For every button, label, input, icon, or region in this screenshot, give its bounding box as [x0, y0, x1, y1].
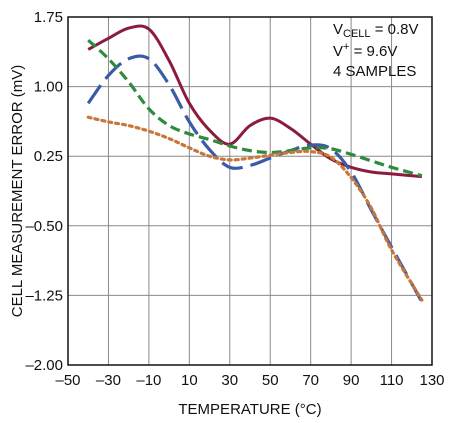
y-tick-labels: –2.00 –1.25 –0.50 0.25 1.00 1.75: [25, 9, 63, 374]
annotation-vplus: V+ = 9.6V: [333, 41, 397, 60]
annotation-vcell-rest: = 0.8V: [371, 21, 419, 38]
annotation-vcell: VCELL = 0.8V: [333, 21, 419, 40]
x-tick-labels: –50 –30 –10 10 30 50 70 90 110 130: [55, 372, 444, 389]
x-tick-label: 90: [343, 372, 360, 389]
annotation-samples: 4 SAMPLES: [333, 63, 416, 80]
series-long-dash-line: [86, 54, 424, 303]
y-tick-label: –0.50: [25, 218, 63, 235]
annotation-vplus-rest: = 9.6V: [349, 43, 397, 60]
x-tick-label: –30: [96, 372, 121, 389]
plot-frame: [67, 16, 433, 366]
y-tick-label: –1.25: [25, 287, 63, 304]
y-tick-label: –2.00: [25, 357, 63, 374]
x-tick-label: 30: [221, 372, 238, 389]
x-tick-label: 70: [302, 372, 319, 389]
y-tick-label: 1.00: [34, 79, 63, 96]
y-axis-title: CELL MEASUREMENT ERROR (mV): [9, 65, 26, 318]
series-layer: [86, 24, 424, 303]
x-tick-label: 110: [380, 372, 404, 389]
x-tick-label: 130: [419, 372, 444, 389]
annotation-vplus-sup: +: [343, 41, 349, 53]
x-tick-label: –50: [55, 372, 80, 389]
annotation: VCELL = 0.8V V+ = 9.6V 4 SAMPLES: [333, 21, 419, 80]
y-tick-label: 1.75: [34, 9, 63, 26]
annotation-vcell-sub: CELL: [343, 28, 371, 40]
x-tick-label: 10: [181, 372, 198, 389]
y-tick-label: 0.25: [34, 148, 63, 165]
x-axis-title: TEMPERATURE (°C): [178, 401, 321, 418]
annotation-vplus-main: V: [333, 43, 343, 60]
x-tick-label: –10: [136, 372, 161, 389]
annotation-vcell-main: V: [333, 21, 343, 38]
series-short-dash-line: [87, 39, 423, 178]
series-solid-line: [87, 24, 423, 179]
x-tick-label: 50: [262, 372, 279, 389]
series-dotted-line: [86, 115, 424, 302]
